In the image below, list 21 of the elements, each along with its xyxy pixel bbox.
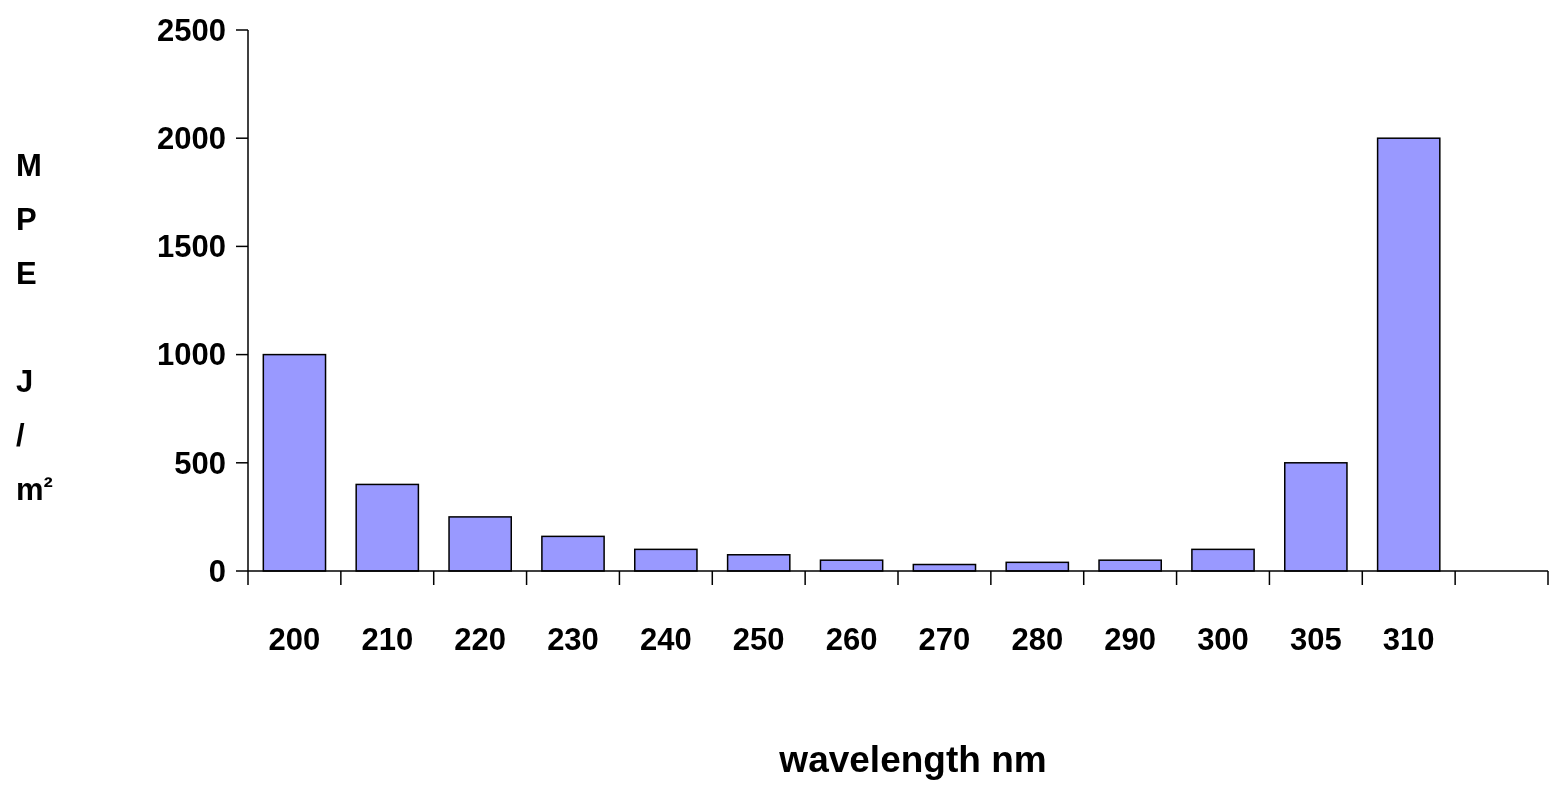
x-tick-label: 200: [268, 622, 321, 657]
y-tick-label: 500: [174, 445, 226, 481]
y-tick-label: 1500: [157, 229, 226, 265]
x-tick-label: 230: [547, 622, 599, 657]
x-tick-label: 240: [639, 622, 692, 657]
x-tick-label: 250: [732, 622, 785, 657]
x-tick-label: 300: [1197, 622, 1249, 657]
y-tick-label: 0: [208, 553, 226, 589]
x-tick-label: 310: [1382, 622, 1435, 657]
x-tick-label: 220: [454, 622, 507, 657]
x-tick-label: 210: [361, 622, 414, 657]
y-tick-label: 1000: [157, 337, 226, 373]
x-tick-label: 305: [1289, 622, 1342, 657]
x-tick-label: 260: [825, 622, 878, 657]
x-tick-label: 290: [1104, 622, 1157, 657]
y-tick-label: 2000: [157, 121, 226, 157]
y-tick-label: 2500: [157, 12, 226, 48]
text: MPE J/m²: [16, 148, 53, 507]
x-tick-label: 270: [918, 622, 971, 657]
x-tick-label: 280: [1011, 622, 1064, 657]
x-axis-title: wavelength nm: [778, 739, 1047, 780]
